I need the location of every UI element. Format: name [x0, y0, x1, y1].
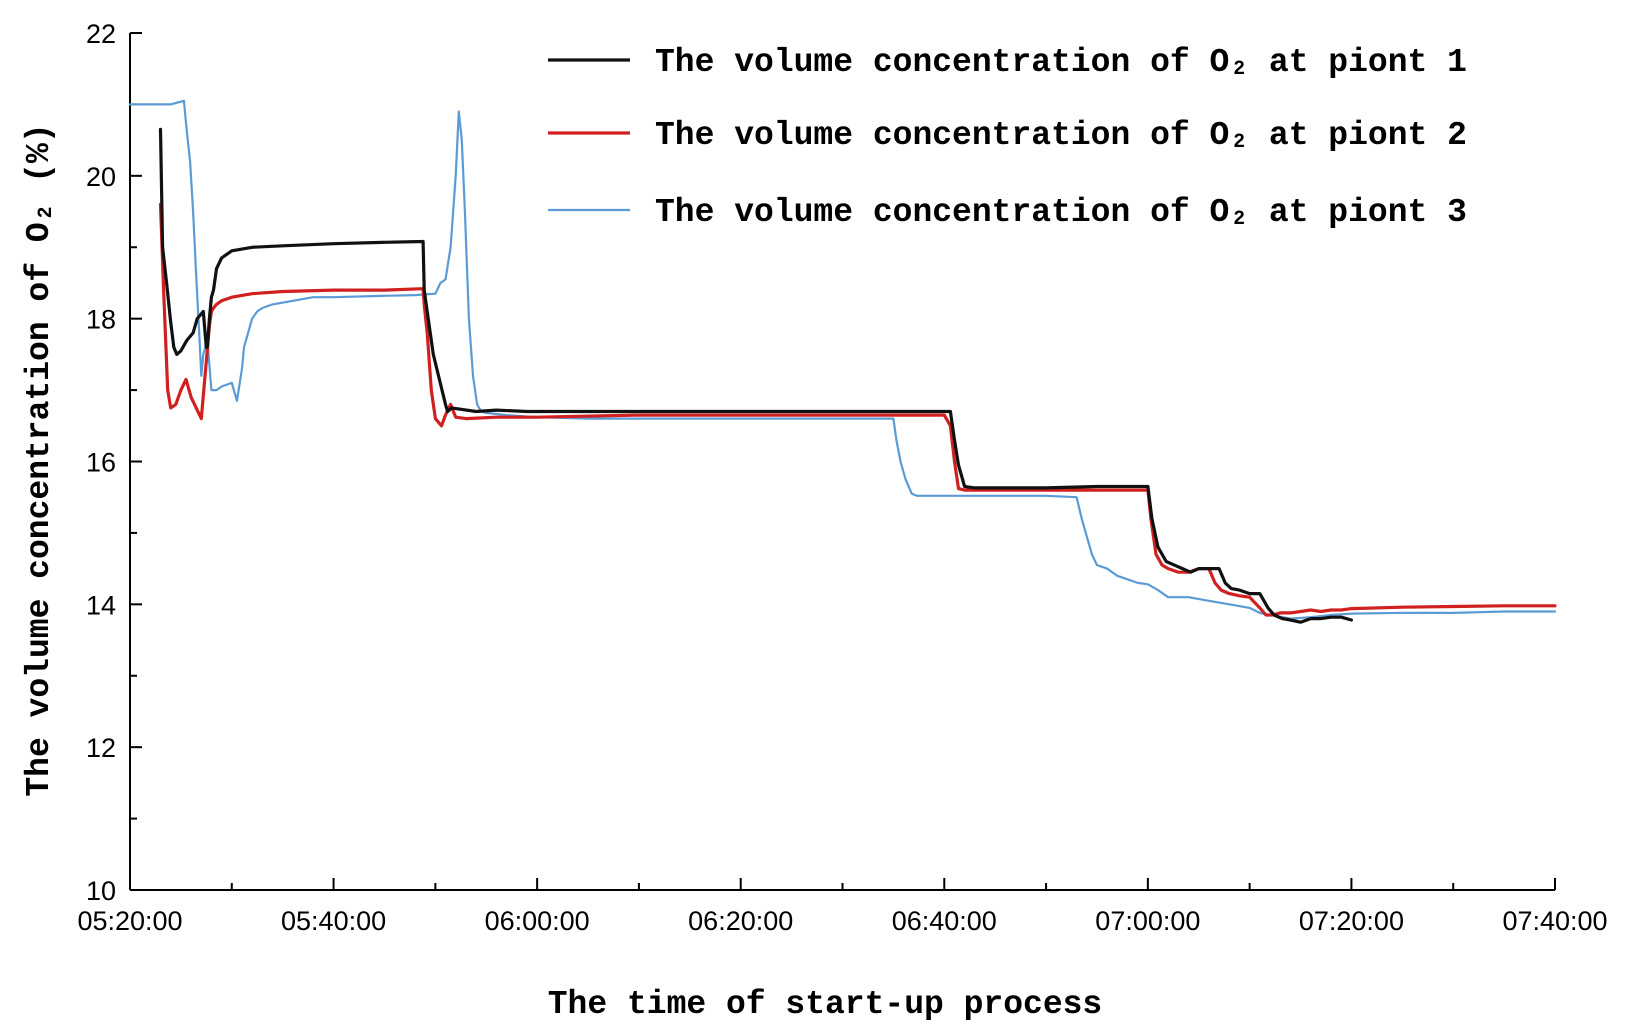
series-line-piont-2	[158, 202, 1557, 617]
x-tick-label: 07:20:00	[1299, 906, 1404, 936]
legend-label-piont-1: The volume concentration of O₂ at piont …	[655, 44, 1467, 81]
series-line-piont-1	[158, 127, 1354, 624]
x-axis-title: The time of start-up process	[548, 986, 1103, 1023]
series-group	[128, 99, 1557, 624]
y-tick-label: 10	[86, 876, 116, 906]
y-tick-label: 14	[86, 590, 116, 620]
x-tick-label: 05:40:00	[281, 906, 386, 936]
legend-label-piont-2: The volume concentration of O₂ at piont …	[655, 117, 1467, 154]
series-line-piont-3	[128, 99, 1557, 620]
y-tick-label: 18	[86, 305, 116, 335]
x-tick-label: 06:20:00	[688, 906, 793, 936]
x-tick-label: 07:40:00	[1502, 906, 1607, 936]
x-tick-label: 05:20:00	[77, 906, 182, 936]
x-tick-label: 07:00:00	[1095, 906, 1200, 936]
y-tick-label: 22	[86, 19, 116, 49]
y-axis-title: The volume concentration of O₂ (%)	[21, 123, 58, 796]
legend-label-piont-3: The volume concentration of O₂ at piont …	[655, 194, 1467, 231]
y-tick-label: 12	[86, 733, 116, 763]
y-tick-label: 16	[86, 448, 116, 478]
x-tick-label: 06:40:00	[892, 906, 997, 936]
axes-group: 05:20:00 05:40:00 06:00:00 06:20:00 06:40:00…	[77, 19, 1607, 936]
legend: The volume concentration of O₂ at piont …	[548, 44, 1467, 231]
x-tick-label: 06:00:00	[485, 906, 590, 936]
y-tick-label: 20	[86, 162, 116, 192]
